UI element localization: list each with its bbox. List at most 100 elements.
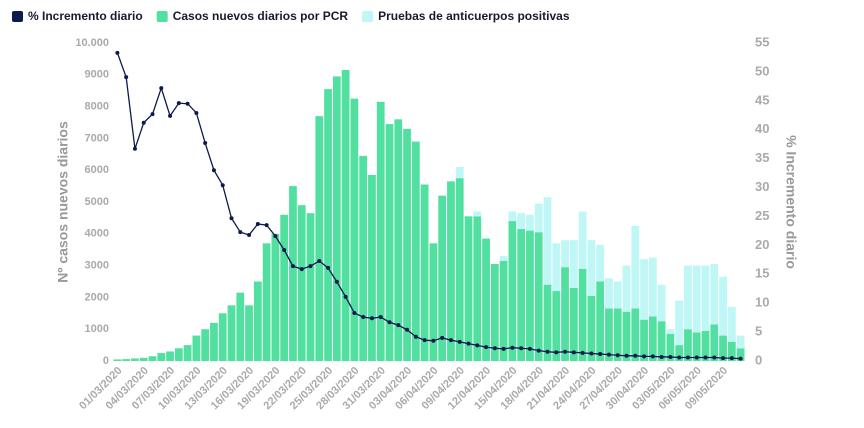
y2-tick-label: 0 xyxy=(755,352,762,367)
bar xyxy=(605,278,613,309)
line-point xyxy=(519,346,524,351)
line-point xyxy=(361,315,366,320)
line-point xyxy=(203,141,208,146)
line-point xyxy=(510,345,515,350)
line-point xyxy=(255,221,260,226)
y2-tick-label: 55 xyxy=(755,34,769,49)
legend-swatch xyxy=(156,11,168,22)
line-point xyxy=(282,247,287,252)
line-point xyxy=(159,86,164,91)
line-point xyxy=(642,354,647,359)
bar xyxy=(587,295,596,361)
y2-tick-label: 25 xyxy=(755,208,769,223)
y-tick-label: 5000 xyxy=(85,196,109,208)
bar xyxy=(438,195,447,361)
line-point xyxy=(633,353,638,358)
bar xyxy=(526,230,534,361)
bar xyxy=(262,243,271,361)
bar xyxy=(569,240,578,288)
line-point xyxy=(492,346,497,351)
bar xyxy=(499,260,508,361)
line-point xyxy=(396,323,401,328)
y2-tick-label: 10 xyxy=(755,295,769,310)
bar xyxy=(429,243,438,361)
bar xyxy=(385,124,394,361)
line-point xyxy=(115,50,120,55)
bar xyxy=(605,308,613,361)
line-point xyxy=(624,353,629,358)
bar xyxy=(684,329,692,361)
bar xyxy=(490,264,499,361)
bar xyxy=(710,264,719,325)
bar xyxy=(455,178,464,361)
line-point xyxy=(615,353,620,358)
line-point xyxy=(545,349,550,354)
bar xyxy=(403,128,411,361)
line-point xyxy=(598,352,603,357)
bar xyxy=(701,330,710,361)
bar xyxy=(719,335,727,361)
bar xyxy=(657,321,666,361)
bar xyxy=(736,348,745,361)
bar xyxy=(534,203,543,233)
line-point xyxy=(176,101,181,106)
bar xyxy=(455,167,464,179)
bar xyxy=(245,305,253,361)
bar xyxy=(411,141,420,361)
y2-tick-label: 45 xyxy=(755,92,769,107)
line-point xyxy=(308,264,313,269)
bar xyxy=(447,181,455,361)
bar xyxy=(359,155,368,361)
line-point xyxy=(273,234,278,239)
line-point xyxy=(334,279,339,284)
bar xyxy=(719,276,727,336)
line-point xyxy=(448,338,453,343)
y-tick-label: 7000 xyxy=(85,132,109,144)
legend-swatch xyxy=(362,11,374,22)
line-point xyxy=(589,351,594,356)
bar xyxy=(543,197,552,285)
bar xyxy=(174,348,183,361)
bar xyxy=(148,356,157,361)
bar xyxy=(675,300,684,346)
line-point xyxy=(422,338,427,343)
line-point xyxy=(290,264,295,269)
bar xyxy=(727,306,736,342)
legend-swatch xyxy=(12,11,23,22)
line-point xyxy=(650,354,655,359)
bar xyxy=(394,119,403,361)
bar xyxy=(350,98,359,362)
bar xyxy=(183,345,192,361)
line-point xyxy=(132,146,137,151)
y2-tick-label: 20 xyxy=(755,237,769,252)
bar xyxy=(341,70,350,361)
bar xyxy=(517,213,526,230)
bar xyxy=(218,313,227,361)
bar xyxy=(727,341,736,361)
y2-tick-label: 15 xyxy=(755,266,769,281)
y2-tick-label: 40 xyxy=(755,121,769,136)
legend-label: % Incremento diario xyxy=(28,9,143,23)
y2-axis-title: % Incremento diario xyxy=(783,135,799,269)
bar xyxy=(473,211,482,217)
line-point xyxy=(554,350,559,355)
bar xyxy=(666,329,675,334)
line-point xyxy=(580,350,585,355)
bar xyxy=(648,257,657,317)
line-point xyxy=(440,335,445,340)
bar xyxy=(464,216,473,361)
bar xyxy=(499,256,508,261)
bar xyxy=(657,284,666,322)
line-point xyxy=(343,294,348,299)
line-point xyxy=(141,120,146,125)
y-tick-label: 4000 xyxy=(85,228,109,240)
line-point xyxy=(211,168,216,173)
line-point xyxy=(326,265,331,270)
bar xyxy=(508,211,517,222)
line-point xyxy=(729,356,734,361)
bar xyxy=(552,291,561,361)
bar xyxy=(122,359,131,361)
line-point xyxy=(369,316,374,321)
bar xyxy=(648,316,657,361)
